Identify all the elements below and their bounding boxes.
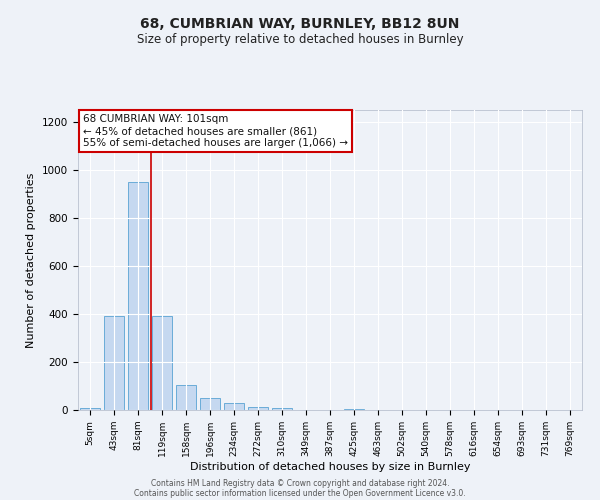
- Text: Contains HM Land Registry data © Crown copyright and database right 2024.: Contains HM Land Registry data © Crown c…: [151, 478, 449, 488]
- Bar: [272, 408, 292, 410]
- Bar: [200, 398, 220, 410]
- Text: Size of property relative to detached houses in Burnley: Size of property relative to detached ho…: [137, 32, 463, 46]
- Bar: [176, 385, 196, 410]
- Bar: [224, 404, 244, 410]
- Bar: [128, 182, 148, 410]
- Y-axis label: Number of detached properties: Number of detached properties: [26, 172, 37, 348]
- X-axis label: Distribution of detached houses by size in Burnley: Distribution of detached houses by size …: [190, 462, 470, 471]
- Text: 68, CUMBRIAN WAY, BURNLEY, BB12 8UN: 68, CUMBRIAN WAY, BURNLEY, BB12 8UN: [140, 18, 460, 32]
- Bar: [152, 316, 172, 410]
- Text: 68 CUMBRIAN WAY: 101sqm
← 45% of detached houses are smaller (861)
55% of semi-d: 68 CUMBRIAN WAY: 101sqm ← 45% of detache…: [83, 114, 348, 148]
- Bar: [80, 408, 100, 410]
- Bar: [344, 409, 364, 410]
- Bar: [248, 407, 268, 410]
- Bar: [104, 316, 124, 410]
- Text: Contains public sector information licensed under the Open Government Licence v3: Contains public sector information licen…: [134, 488, 466, 498]
